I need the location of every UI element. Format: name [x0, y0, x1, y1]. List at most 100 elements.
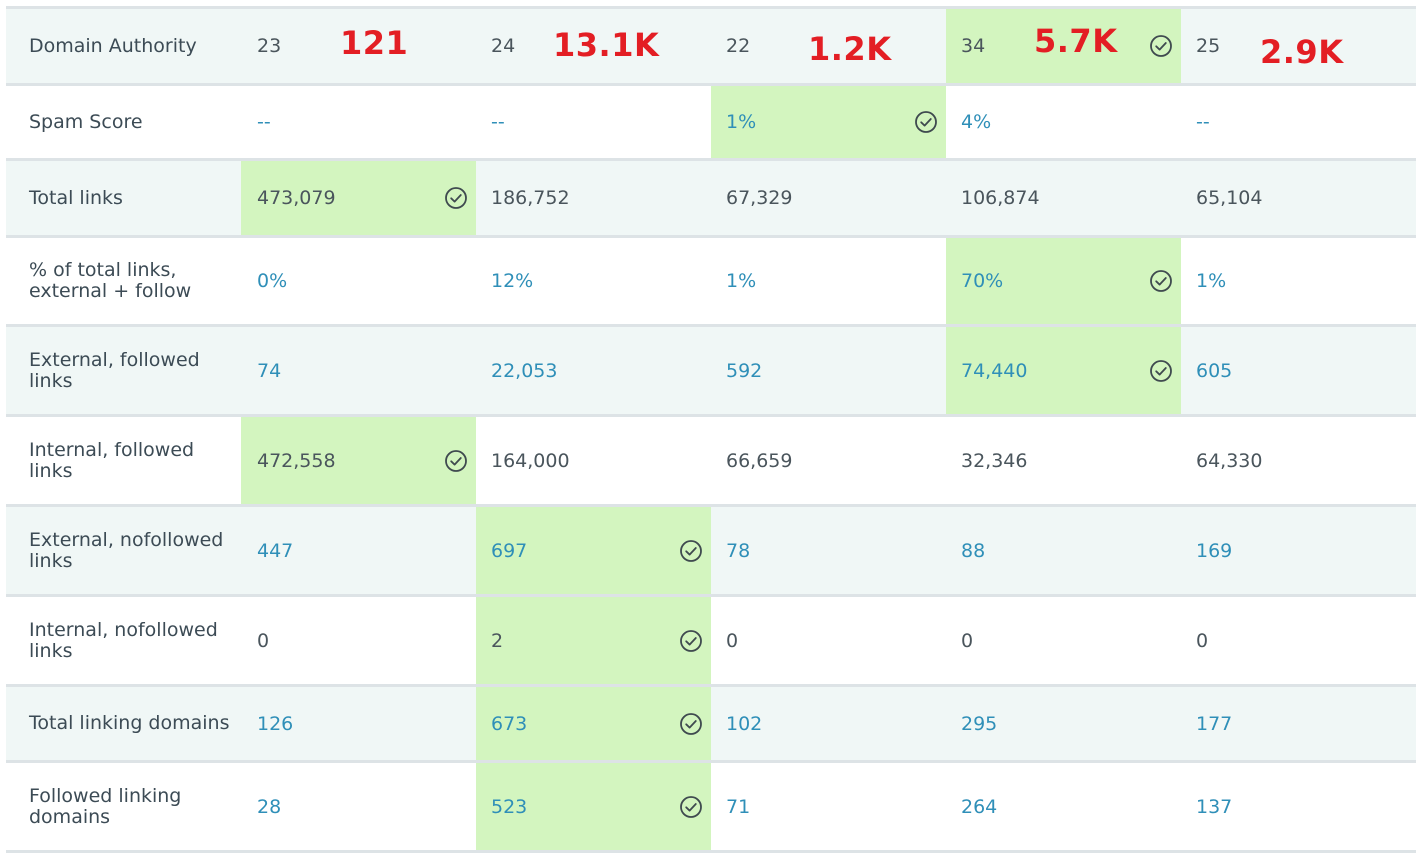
row-label-text: Internal, nofollowed links: [29, 620, 218, 662]
row-pct-external-follow: % of total links, external + follow 0% 12…: [6, 238, 1416, 327]
table-cell: --: [476, 86, 711, 158]
check-circle-icon: [1149, 34, 1173, 58]
table-cell: 88: [946, 507, 1181, 594]
cell-value: 64,330: [1196, 450, 1262, 472]
row-label-line: Internal, nofollowed: [29, 620, 218, 641]
row-label-line: links: [29, 461, 194, 482]
table-cell: 22,053: [476, 327, 711, 414]
cell-value: 23: [257, 35, 281, 57]
check-circle-icon: [679, 712, 703, 736]
cell-value: 74: [257, 360, 281, 382]
table-cell-winner: 1%: [711, 86, 946, 158]
annotation-label: 121: [340, 24, 408, 62]
table-cell: 28: [241, 763, 476, 850]
table-cell-winner: 70%: [946, 238, 1181, 324]
cell-value: 697: [491, 540, 527, 562]
cell-value: 673: [491, 713, 527, 735]
row-external-nofollowed: External, nofollowed links 447 697 78 88 …: [6, 507, 1416, 597]
row-label-line: Internal, followed: [29, 440, 194, 461]
check-circle-icon: [1149, 269, 1173, 293]
table-cell-winner: 2: [476, 597, 711, 684]
cell-value: 137: [1196, 796, 1232, 818]
cell-value: 1%: [726, 111, 756, 133]
row-label: % of total links, external + follow: [6, 238, 241, 324]
table-cell: 447: [241, 507, 476, 594]
check-circle-icon: [914, 110, 938, 134]
table-cell: 12%: [476, 238, 711, 324]
table-cell-winner: 74,440: [946, 327, 1181, 414]
cell-value: 66,659: [726, 450, 792, 472]
cell-value: 126: [257, 713, 293, 735]
table-cell: 164,000: [476, 417, 711, 504]
table-cell: --: [241, 86, 476, 158]
cell-value: 22,053: [491, 360, 557, 382]
row-label-text: Followed linking domains: [29, 786, 181, 828]
cell-value: 88: [961, 540, 985, 562]
table-cell: 1%: [1181, 238, 1416, 324]
row-label-line: domains: [29, 807, 181, 828]
table-cell-winner: 473,079: [241, 161, 476, 235]
cell-value: 447: [257, 540, 293, 562]
row-label: Internal, nofollowed links: [6, 597, 241, 684]
cell-value: --: [1196, 111, 1210, 133]
table-cell: 137: [1181, 763, 1416, 850]
row-label-text: Domain Authority: [29, 36, 197, 57]
table-cell-winner: 673: [476, 687, 711, 760]
cell-value: 102: [726, 713, 762, 735]
row-label: External, followed links: [6, 327, 241, 414]
row-label: External, nofollowed links: [6, 507, 241, 594]
row-label: Spam Score: [6, 86, 241, 158]
row-label-line: Followed linking: [29, 786, 181, 807]
cell-value: 264: [961, 796, 997, 818]
table-cell: 102: [711, 687, 946, 760]
annotation-label: 2.9K: [1260, 33, 1343, 71]
cell-value: --: [257, 111, 271, 133]
table-cell: 264: [946, 763, 1181, 850]
cell-value: 0%: [257, 270, 287, 292]
table-cell: 74: [241, 327, 476, 414]
cell-value: 25: [1196, 35, 1220, 57]
table-cell-winner: 697: [476, 507, 711, 594]
cell-value: 473,079: [257, 187, 336, 209]
check-circle-icon: [444, 186, 468, 210]
table-cell: 32,346: [946, 417, 1181, 504]
row-label-text: Internal, followed links: [29, 440, 194, 482]
cell-value: 0: [1196, 630, 1208, 652]
cell-value: 592: [726, 360, 762, 382]
cell-value: 177: [1196, 713, 1232, 735]
table-cell-winner: 472,558: [241, 417, 476, 504]
cell-value: 106,874: [961, 187, 1040, 209]
cell-value: 1%: [1196, 270, 1226, 292]
row-label-line: links: [29, 371, 200, 392]
cell-value: 32,346: [961, 450, 1027, 472]
cell-value: 0: [726, 630, 738, 652]
row-label-line: External, nofollowed: [29, 530, 223, 551]
table-cell: 186,752: [476, 161, 711, 235]
row-label-line: % of total links,: [29, 260, 191, 281]
cell-value: --: [491, 111, 505, 133]
table-cell: 4%: [946, 86, 1181, 158]
table-cell: 64,330: [1181, 417, 1416, 504]
check-circle-icon: [1149, 359, 1173, 383]
row-label-line: External, followed: [29, 350, 200, 371]
table-cell: 66,659: [711, 417, 946, 504]
table-cell: 592: [711, 327, 946, 414]
row-internal-followed: Internal, followed links 472,558 164,000 …: [6, 417, 1416, 507]
table-cell: 65,104: [1181, 161, 1416, 235]
cell-value: 67,329: [726, 187, 792, 209]
cell-value: 2: [491, 630, 503, 652]
cell-value: 0: [257, 630, 269, 652]
row-internal-nofollowed: Internal, nofollowed links 0 2 0 0 0: [6, 597, 1416, 687]
table-cell: 0%: [241, 238, 476, 324]
cell-value: 523: [491, 796, 527, 818]
cell-value: 0: [961, 630, 973, 652]
table-cell: 106,874: [946, 161, 1181, 235]
row-label-line: links: [29, 551, 223, 572]
check-circle-icon: [444, 449, 468, 473]
table-cell: 169: [1181, 507, 1416, 594]
row-label-text: External, followed links: [29, 350, 200, 392]
cell-value: 1%: [726, 270, 756, 292]
row-label-text: Total linking domains: [29, 713, 230, 734]
table-cell: 0: [1181, 597, 1416, 684]
table-cell: 0: [711, 597, 946, 684]
